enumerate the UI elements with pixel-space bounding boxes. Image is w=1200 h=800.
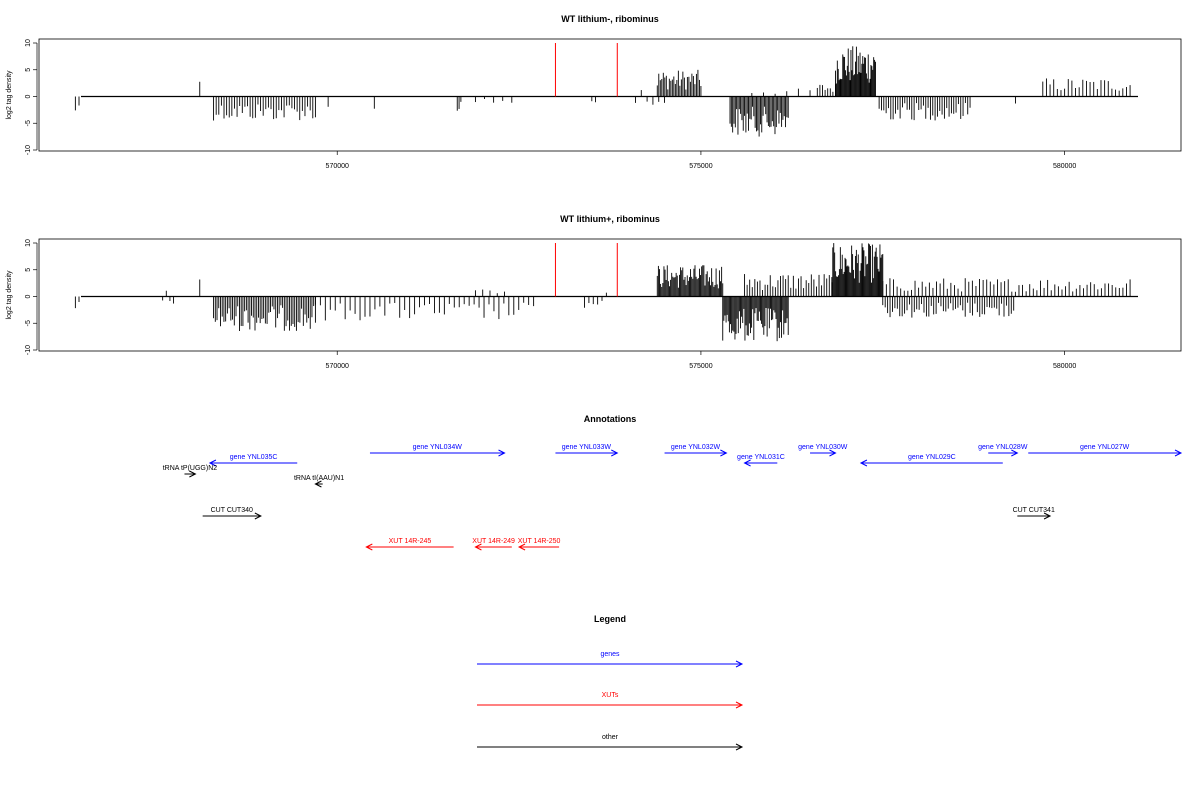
legend-items: genes XUTs other [477,651,744,751]
x-tick-label: 570000 [326,363,349,370]
x-tick-label: 570000 [326,163,349,170]
annotation-label: tRNA tP(UGG)N2 [163,465,218,472]
annotation-arrow: CUT CUT340 [202,507,262,520]
annotation-label: gene YNL034W [413,444,463,451]
y-tick-label: 10 [25,39,32,47]
track-panel-lithium-plus: WT lithium+, ribominus log2 tag density … [6,214,1182,370]
track-title: WT lithium+, ribominus [560,214,660,224]
legend-item: genes [477,651,744,668]
legend-item: XUTs [477,692,744,709]
annotation-arrow: gene YNL033W [555,444,619,457]
plot-frame [38,38,1182,152]
annotation-label: CUT CUT341 [1013,507,1055,514]
annotation-label: gene YNL030W [798,444,848,451]
legend-label: genes [600,651,620,658]
y-tick-label: 10 [25,239,32,247]
x-tick-label: 575000 [689,163,712,170]
annotation-arrow: gene YNL032W [664,444,728,457]
legend-title: Legend [594,614,626,624]
bar-series [74,46,1138,137]
legend: Legend genes XUTs other [477,614,744,751]
annotation-label: XUT 14R-250 [518,538,561,545]
y-tick-label: 5 [25,68,32,72]
highlight-lines [554,243,618,297]
x-tick-label: 580000 [1053,363,1076,370]
annotation-label: gene YNL029C [908,454,956,461]
annotation-arrow: gene YNL034W [369,444,506,457]
y-tick-label: -10 [25,345,32,355]
annotation-label: tRNA tI(AAU)N1 [294,475,344,482]
annotation-arrow: XUT 14R-245 [365,538,454,551]
x-axis: 570000 575000 580000 [326,351,1076,370]
x-axis: 570000 575000 580000 [326,151,1076,170]
y-tick-label: 0 [25,94,32,98]
annotation-label: gene YNL028W [978,444,1028,451]
annotation-label: gene YNL032W [671,444,721,451]
highlight-lines [554,43,618,97]
track-title: WT lithium-, ribominus [561,14,659,24]
annotation-arrow: gene YNL028W [978,444,1028,457]
y-tick-label: -10 [25,145,32,155]
annotation-features: gene YNL035C tRNA tP(UGG)N2 tRNA tI(AAU)N1… [163,444,1183,551]
y-axis-label: log2 tag density [6,270,13,320]
annotation-arrow: gene YNL031C [737,454,785,467]
legend-label: other [602,734,619,741]
annotation-arrow: gene YNL030W [798,444,848,457]
y-tick-label: -5 [25,320,32,326]
x-tick-label: 575000 [689,363,712,370]
annotation-label: gene YNL027W [1080,444,1130,451]
y-tick-label: -5 [25,120,32,126]
y-axis-label: log2 tag density [6,70,13,120]
annotation-label: gene YNL031C [737,454,785,461]
track-panel-lithium-minus: WT lithium-, ribominus log2 tag density … [6,14,1182,170]
annotation-label: gene YNL035C [230,454,278,461]
annotation-arrow: CUT CUT341 [1013,507,1055,520]
annotation-label: XUT 14R-245 [389,538,432,545]
annotation-label: XUT 14R-249 [472,538,515,545]
y-tick-label: 0 [25,294,32,298]
annotation-arrow: XUT 14R-250 [518,538,561,551]
annotation-label: CUT CUT340 [211,507,253,514]
x-tick-label: 580000 [1053,163,1076,170]
annotation-arrow: gene YNL035C [208,454,298,467]
y-axis: 10 5 0 -5 -10 [25,39,38,155]
y-tick-label: 5 [25,268,32,272]
annotations-track: Annotations gene YNL035C tRNA tP(UGG)N2 tR… [163,414,1183,551]
annotation-arrow: tRNA tP(UGG)N2 [163,465,218,478]
y-axis: 10 5 0 -5 -10 [25,239,38,355]
annotation-arrow: tRNA tI(AAU)N1 [294,475,344,488]
annotation-arrow: gene YNL027W [1028,444,1183,457]
annotation-arrow: XUT 14R-249 [472,538,515,551]
plot-frame [38,238,1182,352]
legend-label: XUTs [602,692,619,699]
bar-series [74,243,1138,342]
annotation-label: gene YNL033W [562,444,612,451]
legend-item: other [477,734,744,751]
annotations-title: Annotations [584,414,637,424]
annotation-arrow: gene YNL029C [859,454,1003,467]
